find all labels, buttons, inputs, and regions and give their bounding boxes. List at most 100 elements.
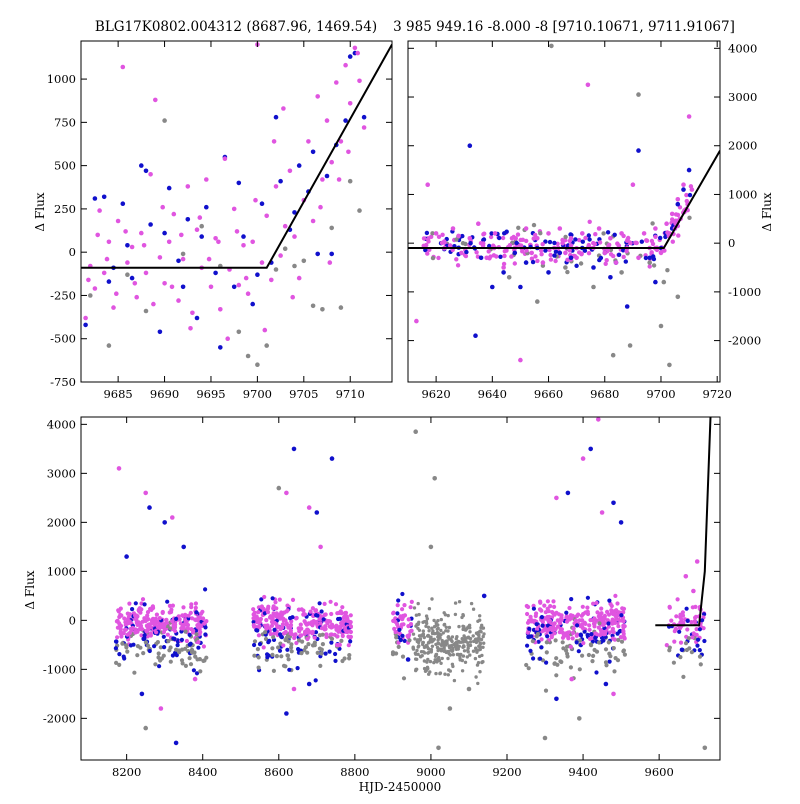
data-point [622,635,627,640]
data-point [449,643,454,648]
panel-top-left: BLG17K0802.004312 (8687.96, 1469.54) Δ F… [33,19,393,401]
data-point [309,620,314,625]
data-point [278,632,283,637]
data-point [689,620,694,625]
data-point [147,505,152,510]
data-point [412,606,417,610]
data-point [430,626,434,630]
data-point [553,638,558,643]
data-point [295,666,300,671]
x-tick-label: 9660 [534,387,563,401]
data-point [289,645,294,650]
data-point [681,182,686,187]
data-point [545,634,550,639]
data-point [643,255,649,261]
data-point [269,277,274,283]
data-point [539,637,544,642]
data-point [481,232,486,237]
data-point [592,241,597,247]
data-point [398,615,403,620]
data-point [440,232,445,237]
data-point [135,644,140,649]
data-point [513,236,518,241]
data-point [303,645,308,650]
data-point [580,239,585,244]
data-point [162,281,167,286]
data-point [678,640,684,645]
data-point [580,653,585,658]
data-point [159,656,164,661]
data-point [155,640,160,645]
data-point [526,666,531,671]
data-point [431,639,435,643]
data-point [148,222,153,227]
data-point [301,608,306,613]
y-tick-label: -250 [50,288,76,302]
data-point [466,646,470,650]
data-point [222,156,228,161]
data-point [469,601,474,606]
data-point [444,650,448,655]
data-point [186,613,191,618]
data-point [611,630,616,635]
data-point [276,645,281,650]
data-point [323,651,328,656]
panel-top-left-marks: 9685 9690 9695 9700 9705 9710 -750 -500 -250 0 250… [47,41,392,401]
data-point [424,624,428,628]
data-point [171,636,176,641]
data-point [447,644,451,648]
data-point [180,613,185,618]
data-point [347,54,353,59]
data-point [199,223,204,229]
data-point [310,606,315,611]
data-point [528,648,533,654]
data-point [534,611,539,616]
data-point [122,616,127,621]
data-point [188,662,194,667]
data-point [463,253,469,259]
data-point [565,269,570,275]
data-point [597,616,602,621]
data-point [568,613,573,618]
data-point [185,184,191,189]
data-point [241,243,246,248]
data-point [346,634,351,639]
data-point [179,232,184,238]
data-point [610,619,615,625]
data-point [554,696,559,702]
data-point [583,235,588,241]
data-point [602,616,607,621]
data-point [141,243,147,248]
data-point [563,265,568,270]
data-point [156,625,161,630]
data-point [264,618,269,623]
data-point [619,231,624,236]
data-point [190,310,195,316]
data-point [97,208,102,213]
data-point [558,617,563,622]
data-point [605,618,610,623]
data-point [512,261,517,266]
data-point [478,670,482,674]
data-point [188,326,193,331]
data-point [607,242,612,247]
data-point [118,631,123,636]
data-point [686,114,692,119]
data-point [520,249,525,254]
data-point [603,647,609,652]
data-point [262,327,268,333]
data-point [670,239,675,244]
data-point [415,667,419,671]
data-point [547,618,553,623]
data-point [588,642,594,647]
data-point [579,251,584,256]
data-point [420,654,424,658]
data-point [425,182,431,187]
data-point [544,650,549,655]
data-point [471,607,476,611]
data-point [271,668,276,674]
series-points [83,50,367,350]
data-point [310,303,316,309]
data-point [402,638,407,644]
data-point [414,318,419,324]
